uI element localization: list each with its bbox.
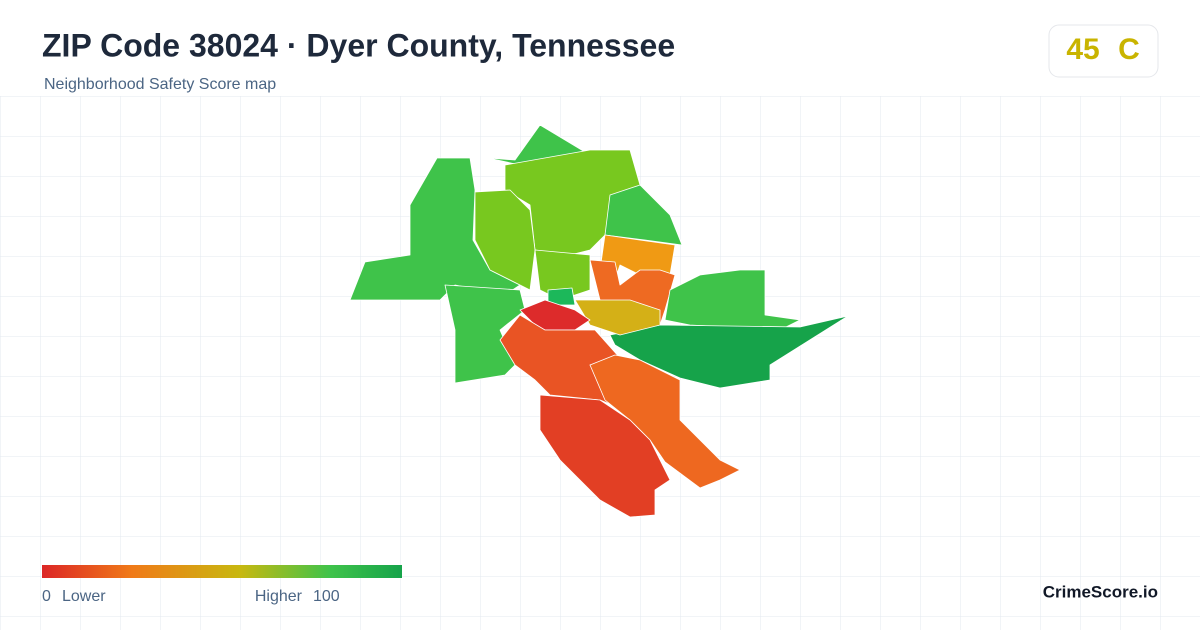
legend-max-label: Higher <box>255 588 303 605</box>
neighborhood <box>349 157 521 301</box>
map <box>349 124 849 518</box>
neighborhood <box>547 287 576 306</box>
neighborhood <box>474 189 536 291</box>
subtitle: Neighborhood Safety Score map <box>44 76 276 93</box>
score-badge <box>1048 24 1159 78</box>
neighborhood <box>539 394 671 518</box>
neighborhood <box>664 269 801 331</box>
legend-min: 0 <box>42 588 51 605</box>
brand: CrimeScore.io <box>1043 582 1158 601</box>
legend-gradient <box>42 565 402 578</box>
neighborhood <box>574 299 661 336</box>
legend-min-label: Lower <box>62 588 106 605</box>
neighborhood <box>609 315 849 389</box>
neighborhood <box>534 249 591 301</box>
score-grade: C <box>1118 33 1140 66</box>
legend-max: 100 <box>313 588 340 605</box>
title: ZIP Code 38024 · Dyer County, Tennessee <box>42 27 675 63</box>
score-value: 45 <box>1066 33 1099 66</box>
